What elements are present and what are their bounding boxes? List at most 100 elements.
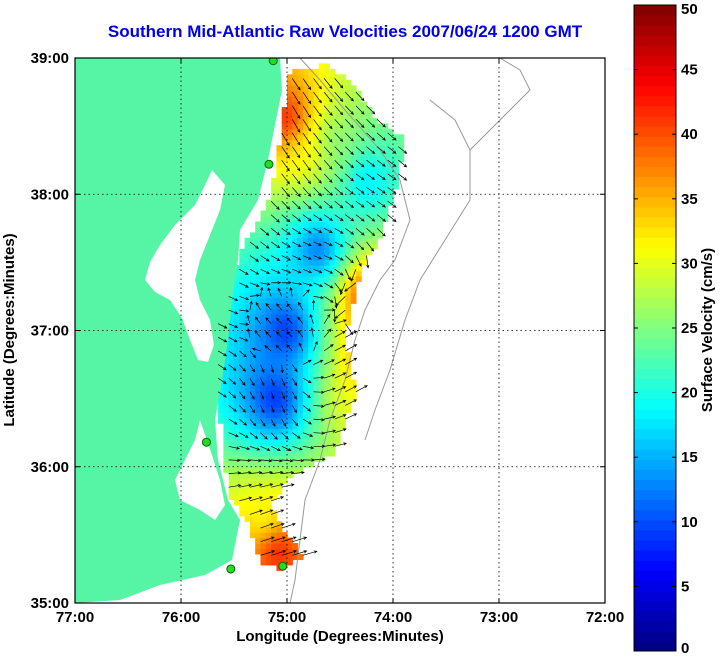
- field-cell: [302, 68, 309, 75]
- current-arrow: [281, 391, 286, 400]
- field-cell: [234, 346, 240, 353]
- x-axis-label: Longitude (Degrees:Minutes): [236, 628, 444, 645]
- field-cell: [308, 390, 315, 397]
- current-arrow: [323, 282, 334, 289]
- current-arrow: [260, 470, 274, 475]
- field-cell: [371, 221, 378, 228]
- field-cell: [244, 254, 251, 261]
- field-cell: [361, 177, 368, 184]
- field-cell: [340, 270, 346, 277]
- current-arrow: [292, 200, 301, 210]
- field-cell: [324, 194, 330, 201]
- field-cell: [387, 177, 394, 184]
- current-arrow: [324, 415, 337, 420]
- current-arrow: [217, 364, 227, 371]
- current-arrow: [334, 91, 344, 103]
- field-cell: [287, 74, 293, 81]
- field-cell: [313, 330, 320, 337]
- field-cell: [265, 494, 272, 501]
- field-cell: [244, 385, 251, 392]
- field-cell: [244, 466, 251, 473]
- field-cell: [223, 428, 230, 435]
- current-arrow: [291, 105, 301, 120]
- field-cell: [318, 139, 325, 146]
- field-cell: [350, 390, 357, 397]
- field-cell: [334, 270, 341, 277]
- field-cell: [292, 270, 299, 277]
- field-cell: [334, 308, 341, 315]
- field-cell: [234, 352, 240, 359]
- field-cell: [313, 177, 320, 184]
- field-cell: [276, 145, 283, 152]
- field-cell: [371, 205, 378, 212]
- field-cell: [355, 194, 362, 201]
- field-cell: [313, 139, 320, 146]
- current-arrow: [302, 227, 312, 234]
- field-cell: [340, 210, 346, 217]
- axes: 77:00 76:00 75:00 74:00 73:00 72:0035:0036:00…: [31, 50, 625, 626]
- current-arrow: [366, 255, 370, 269]
- current-arrow: [271, 281, 282, 285]
- field-cell: [313, 90, 320, 97]
- field-cell: [287, 150, 293, 157]
- field-cell: [287, 199, 293, 206]
- field-cell: [382, 188, 389, 195]
- field-cell: [265, 477, 272, 484]
- field-cell: [276, 423, 283, 430]
- field-cell: [287, 123, 293, 130]
- field-cell: [287, 385, 293, 392]
- current-arrow: [302, 432, 314, 437]
- current-arrow: [334, 358, 347, 365]
- field-cell: [308, 150, 315, 157]
- field-cell: [361, 243, 368, 250]
- field-cell: [265, 346, 272, 353]
- field-cell: [313, 259, 320, 266]
- field-cell: [239, 314, 246, 321]
- colorbar-label: Surface Velocity (cm/s): [699, 248, 716, 412]
- field-cell: [249, 237, 256, 244]
- field-cell: [234, 270, 240, 277]
- field-cell: [350, 194, 357, 201]
- field-cell: [324, 216, 330, 223]
- radar-station-marker: [226, 564, 236, 574]
- field-cell: [355, 107, 362, 114]
- current-arrow: [313, 105, 322, 118]
- field-cell: [249, 450, 256, 457]
- field-cell: [260, 374, 267, 381]
- field-cell: [234, 319, 240, 326]
- field-cell: [377, 161, 383, 168]
- field-cell: [340, 177, 346, 184]
- field-cell: [324, 107, 330, 114]
- field-cell: [387, 183, 394, 190]
- field-cell: [244, 450, 251, 457]
- field-cell: [318, 363, 325, 370]
- field-cell: [302, 330, 309, 337]
- field-cell: [308, 101, 315, 108]
- field-cell: [382, 139, 389, 146]
- field-cell: [350, 139, 357, 146]
- field-cell: [239, 357, 246, 364]
- field-cell: [324, 341, 330, 348]
- field-cell: [324, 286, 330, 293]
- field-cell: [234, 265, 240, 272]
- field-cell: [281, 543, 288, 550]
- current-arrow: [334, 414, 347, 420]
- bathymetry-contours: [289, 58, 531, 603]
- field-cell: [281, 466, 288, 473]
- field-cell: [324, 74, 330, 81]
- field-cell: [297, 412, 304, 419]
- field-cell: [228, 444, 235, 451]
- field-cell: [324, 319, 330, 326]
- field-cell: [340, 161, 346, 168]
- field-cell: [287, 472, 293, 479]
- field-cell: [345, 107, 352, 114]
- field-cell: [324, 112, 330, 119]
- field-cell: [340, 276, 346, 283]
- field-cell: [345, 139, 352, 146]
- field-cell: [297, 292, 304, 299]
- field-cell: [271, 466, 277, 473]
- field-cell: [371, 243, 378, 250]
- current-arrow: [298, 342, 304, 352]
- field-cell: [302, 167, 309, 174]
- field-cell: [329, 374, 336, 381]
